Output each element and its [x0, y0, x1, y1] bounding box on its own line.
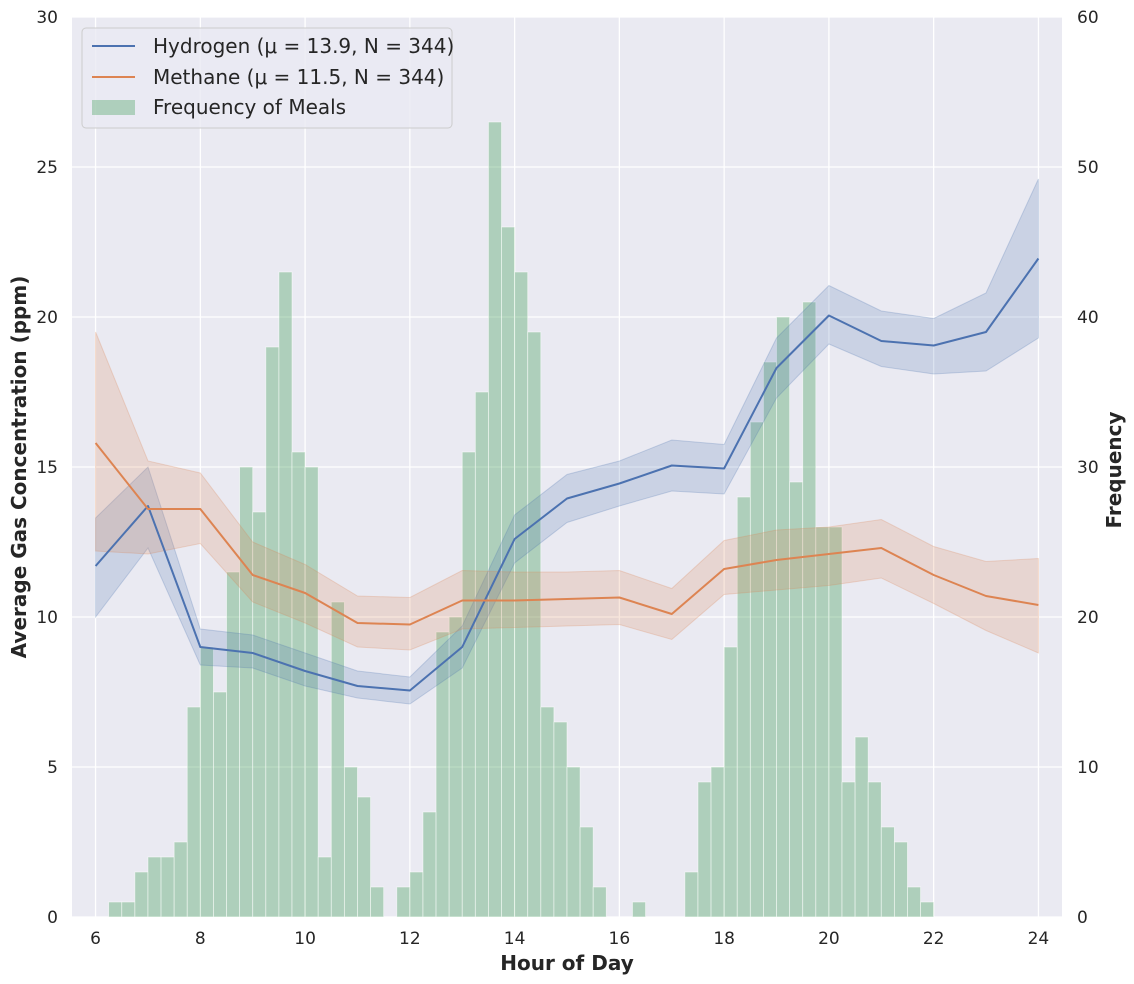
legend-label-meals: Frequency of Meals [153, 95, 346, 119]
histogram-bar [409, 871, 424, 918]
x-axis-title: Hour of Day [500, 951, 633, 975]
x-tick-label: 20 [818, 929, 840, 949]
legend-label-hydrogen: Hydrogen (μ = 13.9, N = 344) [153, 34, 454, 58]
x-tick-label: 8 [195, 929, 206, 949]
histogram-bar [474, 391, 489, 918]
histogram-bar [199, 646, 214, 918]
histogram-bar [226, 571, 241, 918]
x-tick-label: 18 [713, 929, 735, 949]
y-tick-label-right: 20 [1077, 608, 1099, 628]
histogram-bar [802, 301, 817, 918]
y-tick-label-left: 5 [47, 758, 58, 778]
x-tick-label: 6 [90, 929, 101, 949]
hydrogen-line [94, 257, 1040, 692]
histogram-bar [867, 781, 882, 918]
y-tick-label-left: 15 [36, 458, 58, 478]
histogram-bar [134, 871, 149, 918]
legend-frame [81, 27, 453, 129]
histogram-bar [880, 826, 895, 918]
histogram-bar [265, 346, 280, 918]
y-tick-label-left: 20 [36, 308, 58, 328]
histogram-bar [907, 886, 921, 918]
histogram-bar [186, 706, 201, 918]
histogram-bar [854, 736, 869, 918]
histogram-bar [357, 796, 371, 918]
confidence-bands [95, 178, 1039, 705]
y-tick-label-right: 0 [1077, 908, 1088, 928]
histogram-bar [632, 901, 646, 918]
histogram-bar [173, 841, 188, 918]
y-tick-label-right: 40 [1077, 308, 1099, 328]
histogram-bars [108, 121, 935, 918]
histogram-bar [763, 361, 777, 918]
histogram-bar [697, 781, 712, 918]
x-tick-label: 16 [609, 929, 631, 949]
histogram-bar [147, 856, 162, 918]
histogram-bar [920, 901, 935, 918]
histogram-bar [710, 766, 725, 918]
hydrogen-confidence-band [95, 178, 1039, 705]
histogram-bar [461, 451, 476, 918]
histogram-bar [527, 331, 542, 918]
histogram-bar [893, 841, 908, 918]
y-tick-label-left: 0 [47, 908, 58, 928]
x-tick-label: 10 [294, 929, 316, 949]
histogram-bar [343, 766, 358, 918]
axis-titles: Hour of Day Average Gas Concentration (p… [7, 276, 1126, 975]
histogram-bar [213, 691, 227, 918]
histogram-bar [160, 856, 175, 918]
x-tick-label: 22 [923, 929, 945, 949]
histogram-bar [540, 706, 555, 918]
histogram-bar [121, 901, 136, 918]
y-tick-label-right: 10 [1077, 758, 1099, 778]
histogram-bar [330, 601, 345, 918]
histogram-bar [723, 646, 738, 918]
y-axis-title-left: Average Gas Concentration (ppm) [7, 276, 31, 659]
legend-swatch-meals [92, 100, 135, 115]
tick-labels: 6 8 10 12 14 16 18 20 22 24 0 5 10 15 20 25 30 0 10 20 30 40 5… [36, 8, 1098, 949]
histogram-bar [749, 421, 764, 918]
histogram-bar [579, 826, 594, 918]
histogram-bar [422, 811, 437, 918]
methane-confidence-band [95, 331, 1039, 654]
histogram-bar [828, 526, 843, 918]
y-tick-label-right: 60 [1077, 8, 1099, 28]
histogram-bar [841, 781, 856, 918]
legend: Hydrogen (μ = 13.9, N = 344) Methane (μ … [81, 27, 454, 129]
y-axis-title-right: Frequency [1102, 411, 1126, 528]
histogram-bar [566, 766, 581, 918]
histogram-bar [553, 721, 568, 918]
histogram-bar [684, 871, 699, 918]
histogram-bar [488, 121, 502, 918]
series-lines [94, 257, 1040, 692]
histogram-bar [592, 886, 607, 918]
y-tick-label-left: 30 [36, 8, 58, 28]
methane-line [94, 442, 1039, 626]
y-tick-label-right: 30 [1077, 458, 1099, 478]
x-tick-label: 12 [399, 929, 421, 949]
histogram-bar [776, 316, 791, 918]
x-tick-label: 14 [504, 929, 526, 949]
legend-label-methane: Methane (μ = 11.5, N = 344) [153, 65, 444, 89]
y-tick-label-left: 10 [36, 608, 58, 628]
histogram-bar [396, 886, 411, 918]
x-tick-label: 24 [1028, 929, 1050, 949]
y-tick-label-right: 50 [1077, 158, 1099, 178]
histogram-bar [370, 886, 385, 918]
y-tick-label-left: 25 [36, 158, 58, 178]
histogram-bar [304, 466, 319, 918]
histogram-bar [317, 856, 332, 918]
histogram-bar [108, 901, 123, 918]
